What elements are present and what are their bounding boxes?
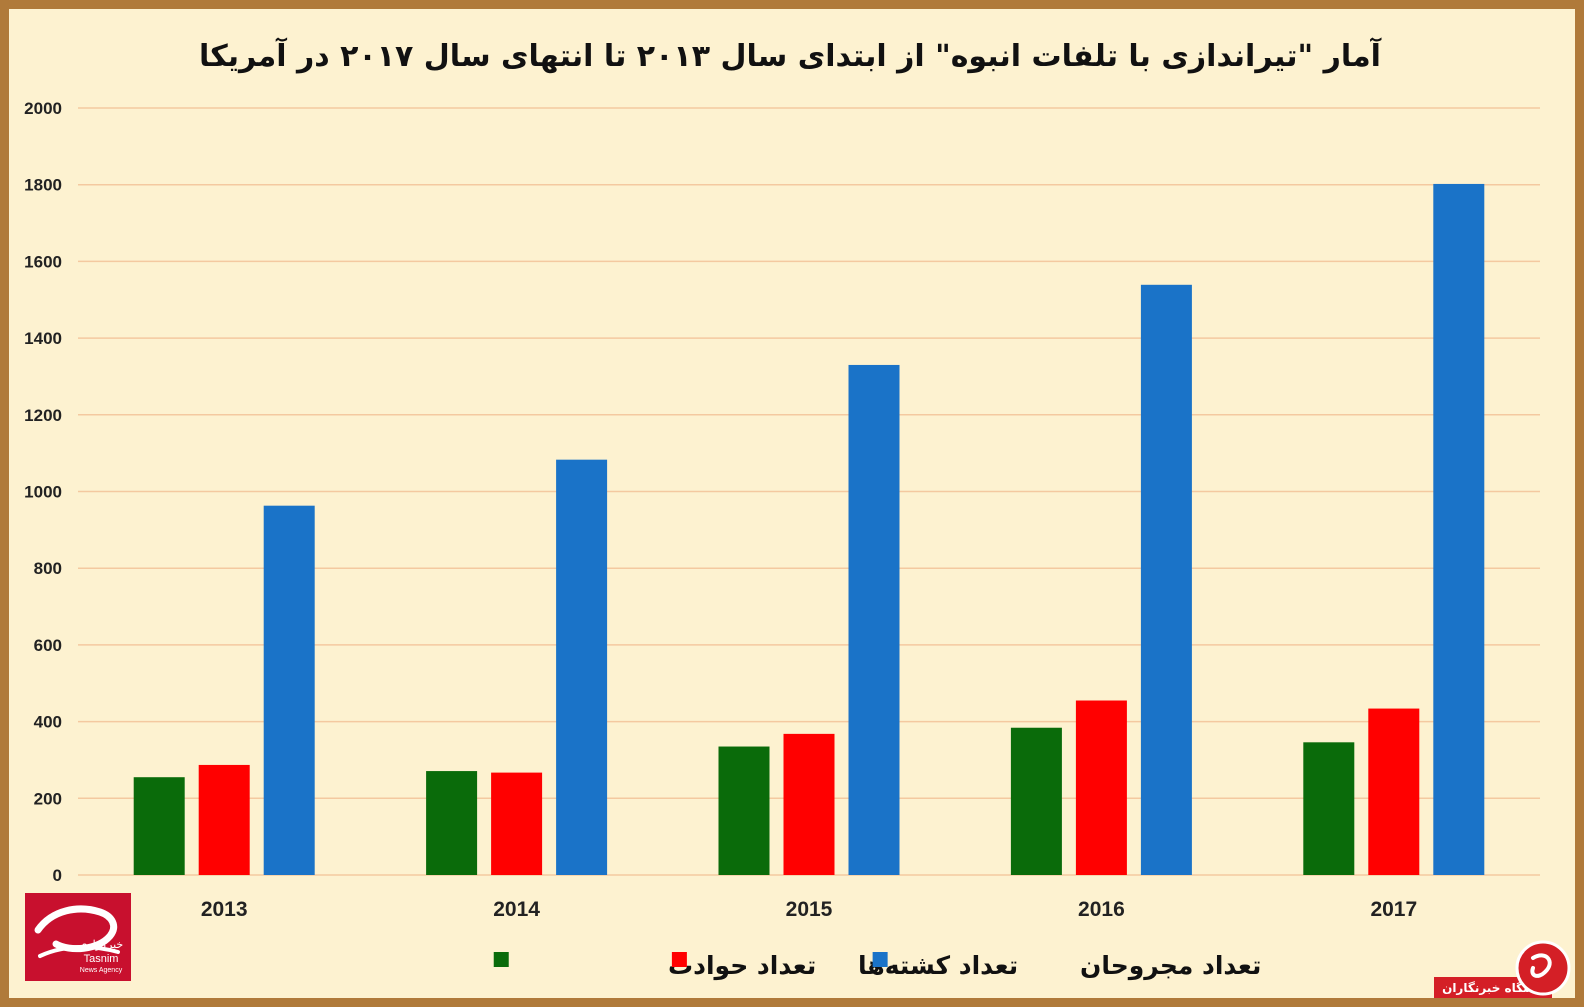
logo-swash-icon: [38, 945, 120, 958]
bars: [133, 183, 1485, 876]
bar: [1010, 727, 1062, 875]
legend-swatch: [493, 952, 509, 967]
bar: [133, 777, 185, 875]
bar: [491, 772, 543, 875]
y-tick-label: 1400: [24, 329, 62, 348]
grid-lines: [78, 107, 1540, 876]
y-tick-label: 600: [34, 636, 62, 655]
legend: تعداد حوادث تعداد کشته‌ها تعداد مجروحان: [493, 951, 1261, 981]
x-tick-label: 2017: [1370, 898, 1417, 921]
y-tick-label: 200: [34, 789, 62, 808]
bar: [198, 764, 250, 875]
watermark-swirl-icon: [1530, 953, 1552, 978]
tasnim-logo: خبرگزاری Tasnim News Agency: [25, 893, 131, 981]
bar: [1075, 700, 1127, 875]
bar: [263, 505, 315, 875]
legend-label: تعداد مجروحان: [1080, 951, 1261, 981]
bar: [1368, 708, 1420, 875]
logo-subtext-en: News Agency: [80, 967, 123, 974]
legend-swatch: [671, 952, 687, 967]
y-tick-label: 1800: [24, 176, 62, 195]
y-axis-ticks: 0 200 400 600 800 1000 1200 1400 1600 1800 2000: [24, 99, 62, 885]
bar: [1433, 183, 1485, 876]
legend-swatch: [872, 952, 888, 967]
legend-label: تعداد حوادث: [668, 951, 816, 981]
y-tick-label: 1200: [24, 406, 62, 425]
bar: [556, 459, 608, 875]
bar: [783, 733, 835, 875]
watermark-logo-icon: [1515, 940, 1571, 996]
bar: [848, 364, 900, 875]
bar: [1303, 742, 1355, 875]
y-tick-label: 1000: [24, 483, 62, 502]
watermark-text: باشگاه خبرنگاران: [1442, 981, 1544, 995]
x-axis-ticks: 2013 2014 2015 2016 2017: [201, 898, 1417, 921]
watermark: باشگاه خبرنگاران: [1434, 940, 1571, 998]
y-tick-label: 800: [34, 559, 62, 578]
bar: [426, 771, 478, 875]
y-tick-label: 2000: [24, 99, 62, 118]
logo-text-fa: خبرگزاری: [79, 938, 123, 951]
x-tick-label: 2016: [1078, 898, 1125, 921]
x-tick-label: 2015: [786, 898, 833, 921]
bar: [1140, 284, 1192, 876]
logo-text-en: Tasnim: [84, 953, 119, 965]
x-tick-label: 2013: [201, 898, 248, 921]
chart-title: آمار "تیراندازی با تلفات انبوه" از ابتدا…: [199, 37, 1382, 74]
y-tick-label: 1600: [24, 252, 62, 271]
bar: [718, 746, 770, 875]
y-tick-label: 400: [34, 713, 62, 732]
x-tick-label: 2014: [493, 898, 540, 921]
y-tick-label: 0: [53, 866, 62, 885]
